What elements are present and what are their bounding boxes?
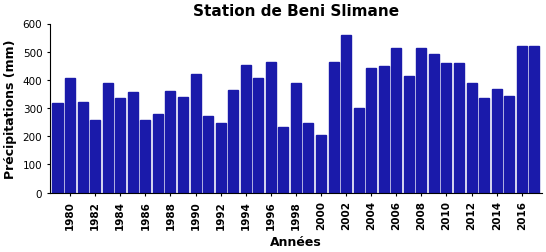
Bar: [291, 83, 301, 193]
Bar: [228, 91, 238, 193]
Bar: [417, 49, 426, 193]
Bar: [429, 54, 439, 193]
Bar: [165, 91, 175, 193]
Bar: [253, 79, 263, 193]
Bar: [103, 84, 112, 193]
Bar: [241, 66, 251, 193]
Bar: [354, 109, 364, 193]
Bar: [52, 104, 63, 193]
Bar: [517, 47, 527, 193]
Bar: [379, 67, 389, 193]
Bar: [442, 64, 452, 193]
Bar: [341, 36, 351, 193]
Bar: [304, 124, 313, 193]
Bar: [78, 102, 87, 193]
Bar: [266, 63, 276, 193]
Bar: [454, 64, 464, 193]
Bar: [65, 78, 75, 193]
Bar: [529, 47, 539, 193]
Bar: [128, 92, 138, 193]
Bar: [479, 99, 489, 193]
Bar: [140, 121, 150, 193]
Title: Station de Beni Slimane: Station de Beni Slimane: [193, 4, 399, 19]
Bar: [316, 136, 326, 193]
Bar: [466, 84, 477, 193]
X-axis label: Années: Années: [270, 235, 322, 248]
Bar: [404, 77, 414, 193]
Bar: [504, 97, 514, 193]
Bar: [191, 74, 200, 193]
Bar: [391, 49, 401, 193]
Bar: [178, 98, 188, 193]
Bar: [329, 63, 339, 193]
Bar: [278, 127, 288, 193]
Bar: [90, 121, 100, 193]
Bar: [366, 69, 376, 193]
Bar: [115, 98, 125, 193]
Bar: [203, 116, 213, 193]
Bar: [491, 89, 502, 193]
Y-axis label: Précipitations (mm): Précipitations (mm): [4, 39, 17, 178]
Bar: [216, 123, 225, 193]
Bar: [153, 115, 163, 193]
